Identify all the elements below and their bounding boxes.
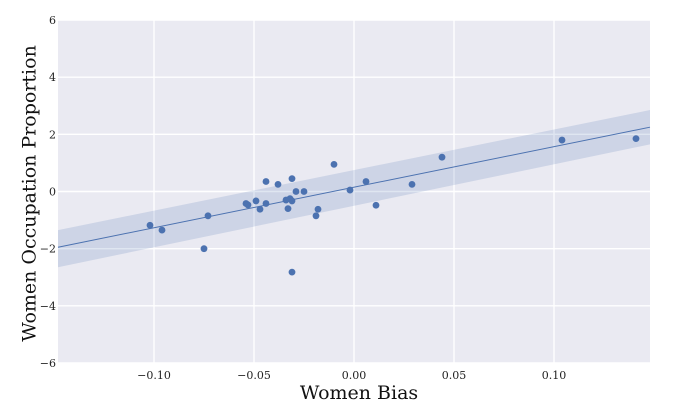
data-point — [632, 135, 640, 143]
data-point — [312, 212, 320, 220]
y-tick-label: 4 — [49, 71, 56, 84]
data-point — [284, 205, 292, 213]
data-point — [158, 226, 166, 234]
y-tick-labels: −6 −4 −2 0 2 4 6 — [40, 14, 56, 370]
y-tick-label: 0 — [49, 186, 56, 199]
data-point — [262, 178, 270, 185]
data-point — [372, 201, 380, 209]
data-point — [292, 188, 300, 195]
x-tick-labels: −0.10 −0.05 0.00 0.05 0.10 — [137, 369, 566, 382]
data-point — [146, 221, 154, 229]
y-tick-label: −4 — [40, 300, 56, 313]
y-tick-label: −6 — [40, 357, 56, 370]
data-point — [244, 201, 252, 209]
data-point — [300, 188, 308, 195]
data-point — [314, 205, 322, 213]
data-point — [262, 200, 270, 207]
regression-line — [57, 126, 651, 248]
confidence-band — [58, 110, 650, 268]
data-point — [346, 186, 354, 194]
data-point — [288, 197, 296, 205]
data-point — [330, 160, 338, 168]
data-point — [288, 175, 296, 183]
y-tick-label: −2 — [40, 243, 56, 256]
data-point — [256, 205, 264, 213]
data-point — [438, 153, 446, 161]
x-tick-label: 0.10 — [542, 369, 567, 382]
y-tick-label: 6 — [49, 14, 56, 27]
data-point — [362, 178, 370, 185]
data-point — [558, 136, 566, 144]
x-tick-label: 0.05 — [442, 369, 467, 382]
x-axis-label: Women Bias — [300, 382, 418, 404]
data-point — [274, 180, 282, 188]
data-point — [288, 268, 296, 276]
y-axis-label: Women Occupation Proportion — [19, 45, 41, 342]
x-tick-label: −0.05 — [237, 369, 271, 382]
data-points — [146, 135, 640, 276]
data-point — [200, 245, 208, 253]
x-tick-label: −0.10 — [137, 369, 171, 382]
data-point — [252, 197, 260, 205]
x-tick-label: 0.00 — [342, 369, 367, 382]
grid-lines — [58, 19, 650, 364]
data-point — [204, 212, 212, 220]
data-point — [408, 180, 416, 188]
y-tick-label: 2 — [49, 128, 56, 141]
